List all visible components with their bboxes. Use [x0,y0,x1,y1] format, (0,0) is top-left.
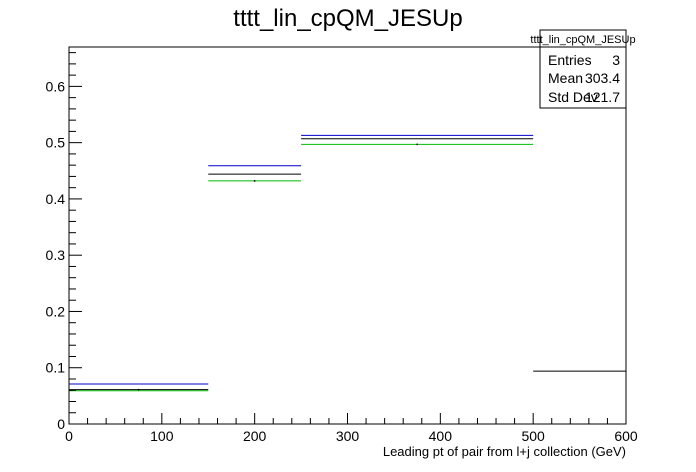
x-tick-label: 200 [243,428,267,444]
x-tick-label: 500 [521,428,545,444]
y-axis-tick-labels: 0 0.1 0.2 0.3 0.4 0.5 0.6 [46,78,66,432]
x-tick-label: 400 [429,428,453,444]
y-tick-label: 0.6 [46,78,66,94]
y-tick-label: 0.1 [46,360,66,376]
chart-title: tttt_lin_cpQM_JESUp [233,5,462,32]
x-tick-label: 300 [336,428,360,444]
stats-mean-value: 303.4 [585,70,620,86]
stats-entries-value: 3 [612,52,620,68]
data-marker-1 [253,180,256,182]
x-axis-label: Leading pt of pair from l+j collection (… [383,444,626,459]
stats-box-frame [539,29,627,109]
data-marker-0 [137,388,140,391]
x-tick-label: 600 [614,428,638,444]
y-tick-label: 0 [57,416,65,432]
marker-layer [137,143,419,391]
stats-stddev-value: 121.7 [585,89,620,105]
stats-mean-label: Mean [548,70,583,86]
x-axis-ticks [68,413,627,424]
x-tick-label: 0 [65,428,73,444]
series-layer [69,134,626,392]
stats-box: tttt_lin_cpQM_JESUp Entries 3 Mean 303.4… [530,29,636,109]
stats-entries-label: Entries [548,52,592,68]
y-tick-label: 0.3 [46,247,66,263]
x-axis-tick-labels: 0 100 200 300 400 500 600 [65,428,638,444]
stats-box-title: tttt_lin_cpQM_JESUp [530,34,635,46]
y-tick-label: 0.5 [46,135,66,151]
stats-stddev-label: Std Dev [548,89,598,105]
x-tick-label: 100 [150,428,174,444]
y-tick-label: 0.4 [46,191,66,207]
y-axis-ticks [69,52,82,425]
data-marker-2 [416,143,419,146]
y-tick-label: 0.2 [46,303,66,319]
